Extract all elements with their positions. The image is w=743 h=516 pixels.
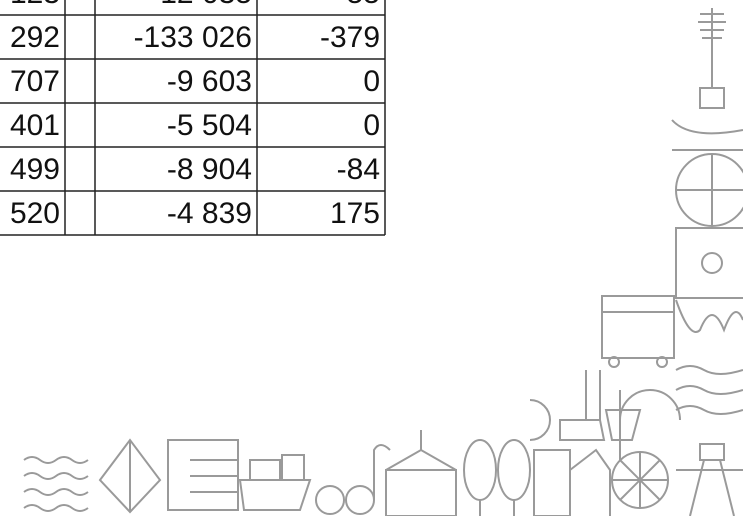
- data-table: 123 -12 035 55 292 -133 026 -379 707 -9 603 0 401…: [0, 0, 385, 235]
- document: 123 -12 035 55 292 -133 026 -379 707 -9 603 0 401…: [0, 0, 743, 516]
- table-cell: 707: [10, 65, 60, 98]
- table-cell: -5 504: [167, 109, 252, 142]
- page: 123 -12 035 55 292 -133 026 -379 707 -9 603 0 401…: [0, 0, 743, 516]
- table-cell: 292: [10, 21, 60, 54]
- table-cell: 520: [10, 197, 60, 230]
- table-cell: 175: [330, 197, 380, 230]
- table-cell: -4 839: [167, 197, 252, 230]
- table-cell: -84: [337, 153, 380, 186]
- table-cell: 0: [363, 109, 380, 142]
- table-cell: -8 904: [167, 153, 252, 186]
- city-line-art: [24, 8, 743, 516]
- table-cell: -9 603: [167, 65, 252, 98]
- table-cell: -379: [320, 21, 380, 54]
- table-cell: 499: [10, 153, 60, 186]
- table-cell: -12 035: [150, 0, 252, 10]
- table-cell: -133 026: [134, 21, 252, 54]
- table-cell: 123: [10, 0, 60, 10]
- table-cell: 55: [347, 0, 380, 10]
- table-cell: 0: [363, 65, 380, 98]
- table-cell: 401: [10, 109, 60, 142]
